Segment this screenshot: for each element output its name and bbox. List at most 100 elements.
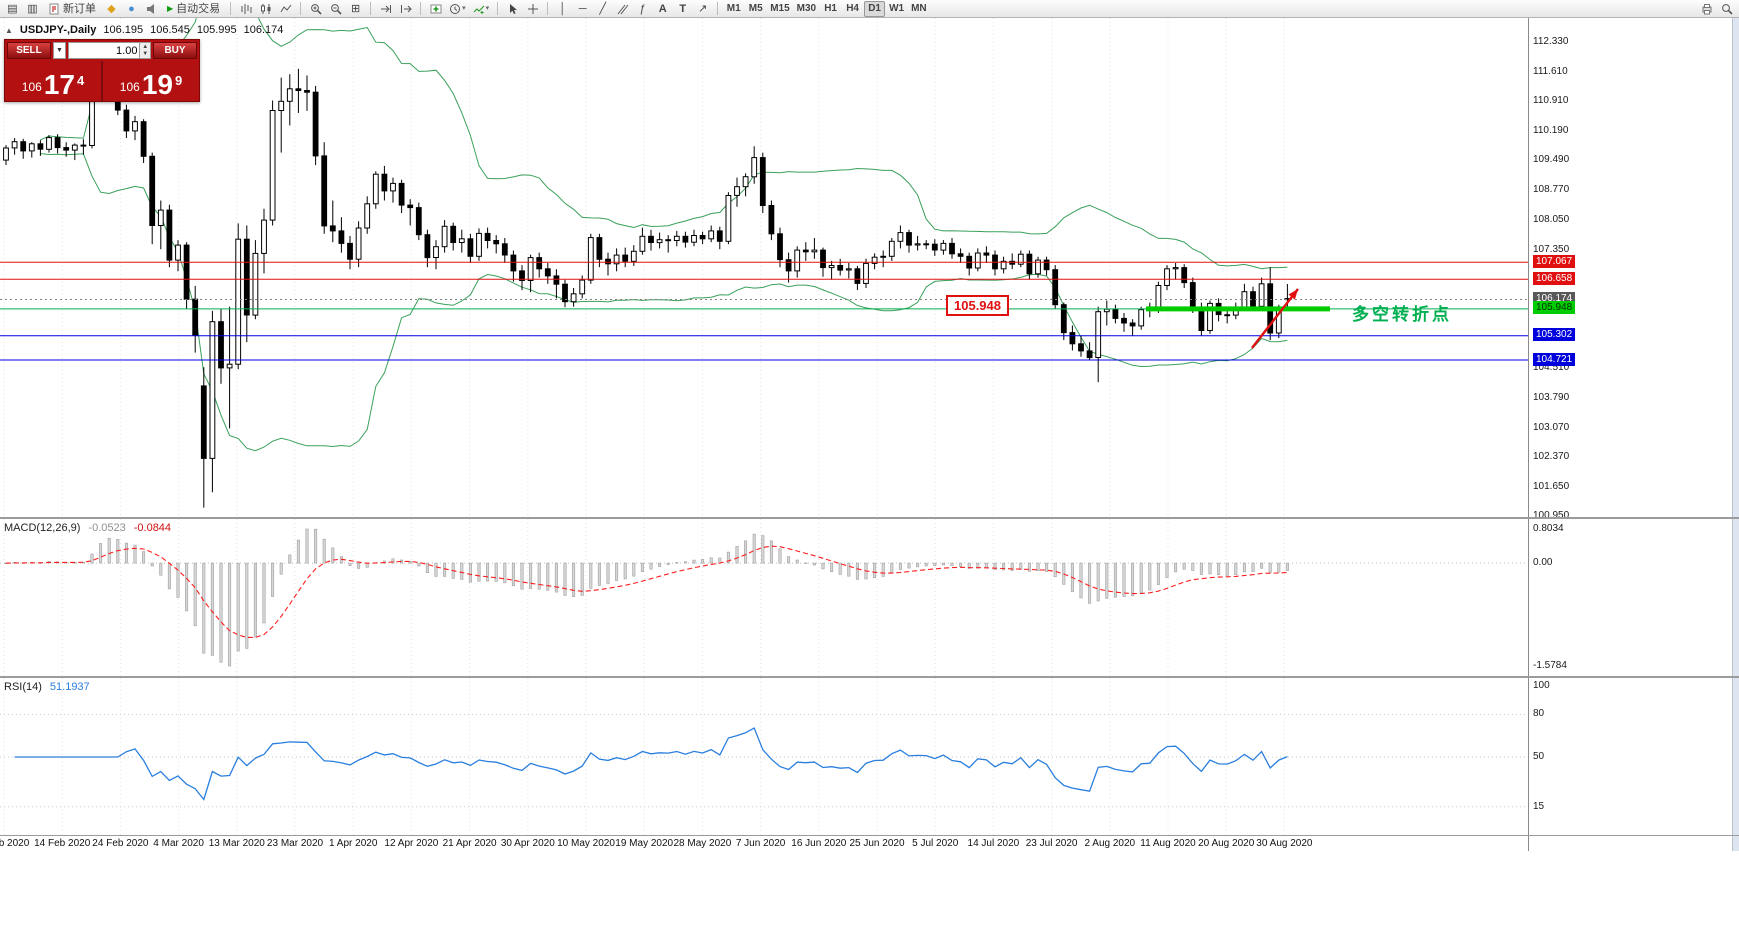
candle <box>570 293 577 303</box>
candle <box>46 137 52 150</box>
new-order-icon <box>49 3 59 14</box>
arrows-tool-icon[interactable]: ↗ <box>698 2 708 15</box>
volume-input[interactable] <box>68 42 141 59</box>
macd-panel[interactable]: MACD(12,26,9) -0.0523 -0.0844 <box>0 519 1528 676</box>
horizontal-line-icon[interactable]: ─ <box>578 2 587 15</box>
price-axis[interactable]: 112.330 111.610 110.910 110.190 109.490 108.7… <box>1528 18 1732 851</box>
price-tag[interactable]: 105.948 <box>1533 301 1576 315</box>
candle <box>71 144 78 151</box>
macd-histogram-bar <box>881 562 885 577</box>
macd-canvas[interactable] <box>0 519 1528 676</box>
macd-histogram-bar <box>959 562 963 567</box>
timeframe-button[interactable]: M15 <box>770 2 790 14</box>
timeframe-button[interactable]: M5 <box>748 2 763 14</box>
price-chart-canvas[interactable] <box>0 18 1528 518</box>
print-icon[interactable] <box>1697 1 1716 17</box>
price-chart-area[interactable]: ▲ USDJPY-,Daily 106.195 106.545 105.995 … <box>0 18 1528 518</box>
data-window-icon[interactable]: ▥ <box>27 2 38 15</box>
macd-histogram-bar <box>322 538 326 564</box>
candle <box>1181 267 1188 284</box>
price-tag[interactable]: 104.721 <box>1533 352 1576 366</box>
autotrading-button[interactable]: ▶ 自动交易 <box>162 1 225 17</box>
vertical-line-icon[interactable]: │ <box>559 2 567 15</box>
buy-price-prefix: 106 <box>119 80 140 94</box>
panel-separator[interactable] <box>0 676 1739 678</box>
vertical-scrollbar[interactable] <box>1732 18 1739 851</box>
candle <box>708 230 715 240</box>
price-annotation[interactable]: 105.948 <box>946 295 1009 316</box>
turning-point-label[interactable]: 多空转折点 <box>1352 305 1452 324</box>
macd-histogram-bar <box>924 562 928 567</box>
macd-axis-label: 0.00 <box>1533 557 1553 569</box>
new-chart-icon[interactable] <box>426 1 445 17</box>
fibonacci-icon[interactable]: ƒ <box>639 2 646 15</box>
buy-price[interactable]: 106 19 9 <box>103 61 199 101</box>
metaquotes-icon[interactable]: ◆ <box>107 2 116 15</box>
trendline-icon[interactable]: ╱ <box>599 2 606 15</box>
sell-price-main: 17 <box>43 69 75 100</box>
macd-histogram-bar <box>632 562 636 577</box>
macd-histogram-bar <box>1251 562 1255 572</box>
macd-histogram-bar <box>417 562 421 567</box>
rsi-label: RSI(14) 51.1937 <box>4 681 90 693</box>
price-tag[interactable]: 105.302 <box>1533 328 1576 342</box>
timeframe-button[interactable]: H1 <box>824 2 837 14</box>
date-label: 11 Aug 2020 <box>1140 838 1196 849</box>
bar-high-value: 106.545 <box>150 24 190 36</box>
timeframe-button[interactable]: MN <box>911 2 927 14</box>
timeframe-button[interactable]: D1 <box>864 0 886 17</box>
price-tag[interactable]: 106.658 <box>1533 271 1576 285</box>
date-label: 25 Jun 2020 <box>849 838 905 849</box>
trend-arrow[interactable] <box>1251 288 1299 349</box>
candle <box>424 234 431 259</box>
macd-histogram-bar <box>305 528 309 564</box>
crosshair-icon[interactable] <box>523 1 542 17</box>
timeframe-button[interactable]: M1 <box>726 2 741 14</box>
timeframe-button[interactable]: W1 <box>889 2 905 14</box>
sound-icon[interactable] <box>142 1 161 17</box>
macd-histogram-bar <box>606 562 610 584</box>
volume-stepper[interactable]: ▲ ▼ <box>140 42 151 59</box>
chart-shift-icon[interactable] <box>396 1 415 17</box>
one-click-collapse-icon[interactable]: ▲ <box>5 25 13 35</box>
macd-histogram-bar <box>855 562 859 580</box>
tile-windows-icon[interactable]: ⊞ <box>351 2 361 15</box>
timeframe-button[interactable]: H4 <box>846 2 859 14</box>
panel-separator[interactable] <box>0 517 1739 519</box>
bar-chart-icon[interactable] <box>236 1 255 17</box>
terminal-icon[interactable]: ▤ <box>7 2 18 15</box>
date-label: 23 Jul 2020 <box>1025 838 1078 849</box>
cursor-icon[interactable] <box>503 1 522 17</box>
periods-button[interactable]: ▾ <box>446 1 469 17</box>
channel-icon[interactable] <box>613 1 632 17</box>
zoom-in-icon[interactable] <box>306 1 325 17</box>
macd-histogram-bar <box>769 540 773 564</box>
label-tool-icon[interactable]: T <box>679 2 687 15</box>
sell-price[interactable]: 106 17 4 <box>5 61 101 101</box>
auto-scroll-icon[interactable] <box>376 1 395 17</box>
search-icon[interactable] <box>1717 1 1736 17</box>
community-icon[interactable]: ● <box>128 2 135 15</box>
candle <box>596 237 603 260</box>
candlestick-chart-icon[interactable] <box>256 1 275 17</box>
timeframe-button[interactable]: M30 <box>796 2 817 14</box>
zoom-out-icon[interactable] <box>326 1 345 17</box>
candle <box>278 100 285 112</box>
buy-button[interactable]: BUY <box>153 42 197 59</box>
line-chart-icon[interactable] <box>276 1 295 17</box>
rsi-panel[interactable]: RSI(14) 51.1937 <box>0 678 1528 835</box>
indicators-button[interactable]: ▾ <box>470 1 493 17</box>
macd-histogram-bar <box>572 562 576 597</box>
date-label: 5 Jul 2020 <box>912 838 959 849</box>
volume-dropdown[interactable]: ▼ <box>53 42 66 59</box>
text-tool-icon[interactable]: A <box>658 2 667 15</box>
price-axis-label: 109.490 <box>1533 154 1570 166</box>
rsi-axis-label: 100 <box>1533 680 1550 691</box>
rsi-canvas[interactable] <box>0 678 1528 835</box>
price-tag[interactable]: 107.067 <box>1533 254 1576 268</box>
sell-button[interactable]: SELL <box>7 42 51 59</box>
new-order-button[interactable]: 新订单 <box>43 1 101 17</box>
macd-histogram-bar <box>357 562 361 569</box>
